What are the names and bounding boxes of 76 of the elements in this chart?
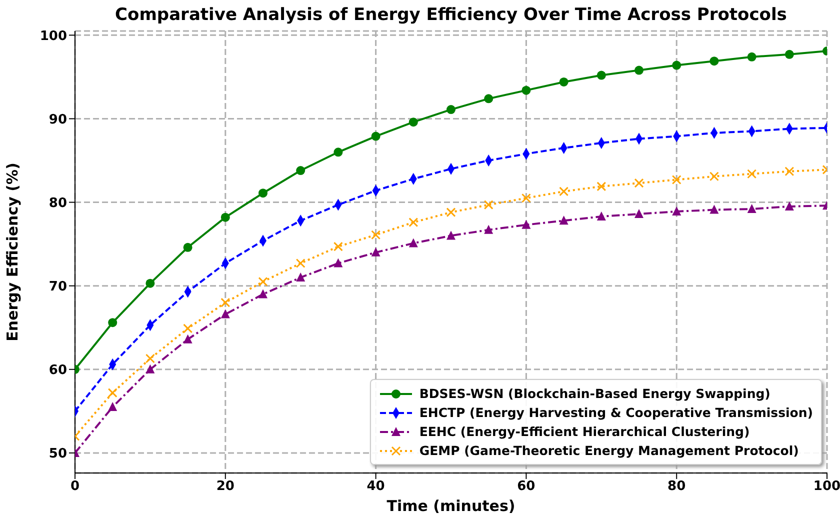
legend-label: EHCTP (Energy Harvesting & Cooperative Transmission) [419,404,813,422]
point [108,318,118,328]
point [258,188,268,198]
y-tick-label: 80 [48,196,67,211]
point [108,402,118,411]
point [634,66,644,75]
point [710,56,719,66]
point [596,211,606,220]
point [183,324,193,334]
point [672,174,682,184]
point [183,334,192,344]
point [371,247,380,256]
x-tick-label: 60 [517,479,536,494]
y-tick-label: 90 [48,112,67,128]
point [258,276,268,286]
point [408,118,418,127]
point [258,289,268,298]
point [559,216,568,225]
y-tick-label: 100 [40,28,67,44]
legend-label: BDSES-WSN (Blockchain-Based Energy Swapping) [419,385,770,403]
point [446,105,456,114]
point [634,208,644,218]
point [596,182,606,192]
point [784,50,794,59]
x-tick-label: 80 [668,479,686,494]
y-axis-title: Energy Efficiency (%) [3,162,22,342]
point [522,220,531,229]
point [296,258,306,268]
point [784,201,794,210]
point [108,388,118,398]
point [747,204,756,213]
point [784,166,794,176]
point [522,86,531,95]
point [634,178,644,188]
point [333,242,343,252]
point [334,258,343,268]
point [710,204,719,214]
x-tick-label: 100 [813,479,840,494]
x-tick-label: 20 [216,479,234,494]
point [484,224,494,234]
point [408,238,418,248]
y-tick-label: 50 [48,446,67,462]
legend-label: GEMP (Game-Theoretic Energy Management Protocol) [419,442,799,460]
point [672,60,682,70]
point [371,132,380,141]
point [220,212,230,222]
point [484,200,494,210]
point [484,94,494,104]
point [596,70,606,80]
point [747,52,756,62]
x-axis-title: Time (minutes) [386,497,516,515]
point [446,208,456,218]
point [220,298,230,308]
point [146,278,155,288]
legend-label: EEHC (Energy-Efficient Hierarchical Clustering) [419,423,750,441]
x-tick-label: 0 [70,479,80,494]
point [145,354,155,364]
point [371,230,381,240]
x-tick-label: 40 [366,479,385,494]
y-tick-label: 70 [48,279,67,294]
point [146,364,155,374]
point [183,242,192,252]
point [446,230,456,240]
point [747,169,757,179]
point [408,218,418,228]
y-tick-label: 60 [48,363,67,378]
chart-title: Comparative Analysis of Energy Efficiency Over Time Across Protocols [114,5,788,25]
point [220,309,230,318]
point [296,272,306,282]
point [672,206,682,216]
point [296,166,306,176]
point [559,186,569,196]
point [521,193,531,203]
point [709,172,719,182]
point [559,77,568,86]
point [334,148,343,157]
